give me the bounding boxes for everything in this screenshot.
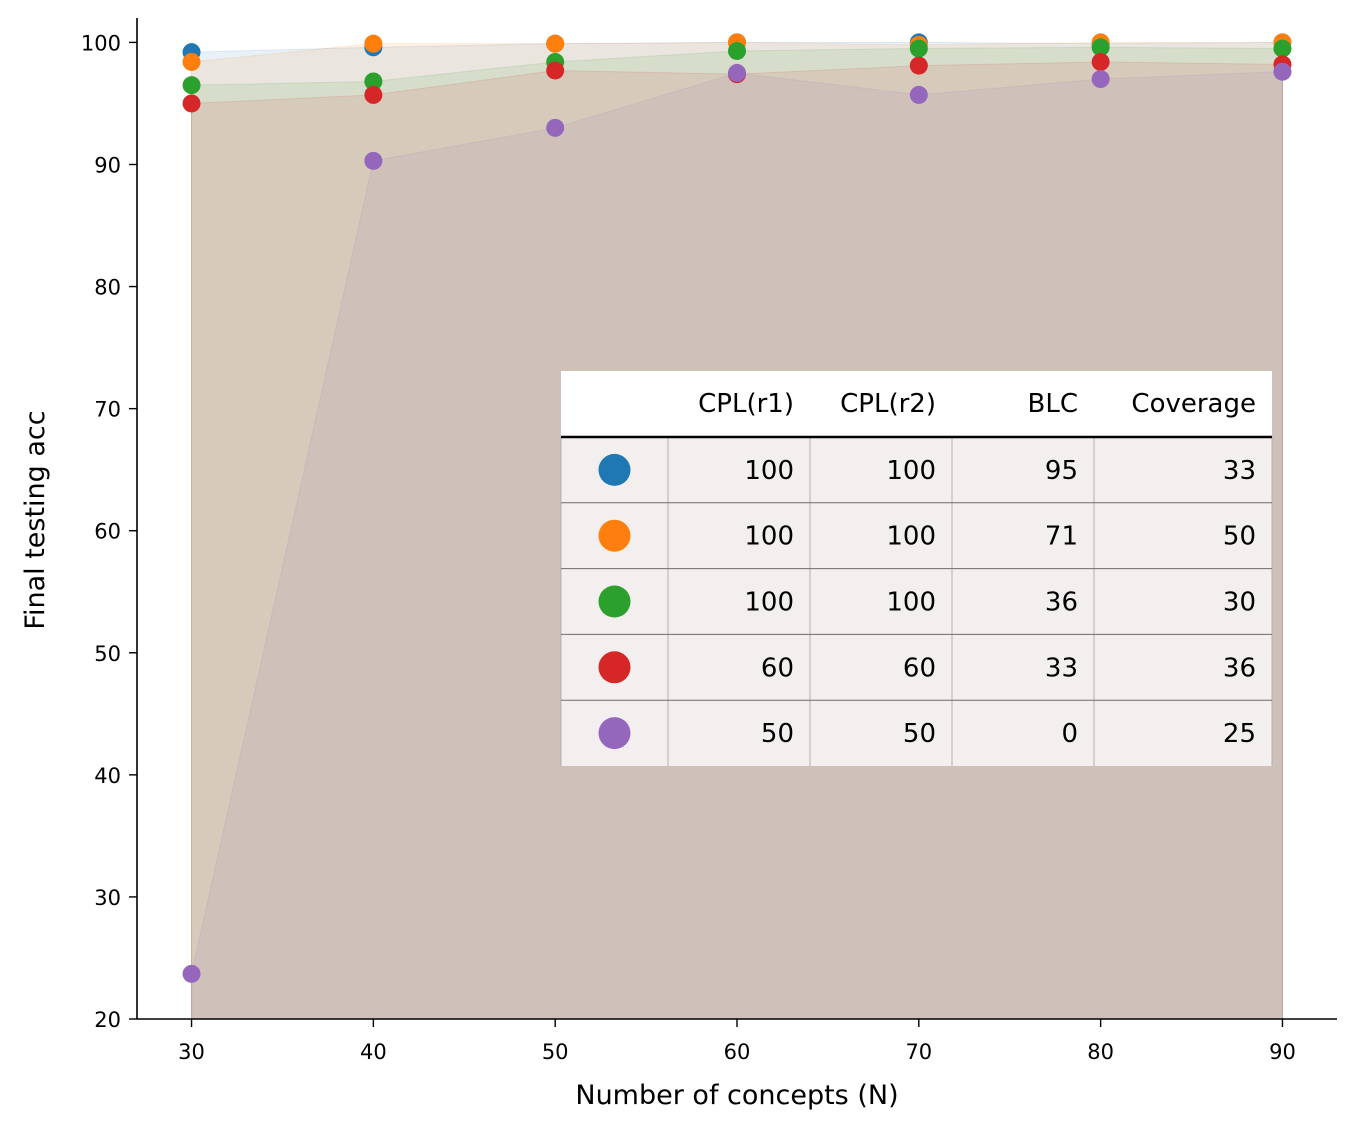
series-4-point [546,61,565,80]
series-5-point [546,118,565,137]
table-header-label: BLC [1028,389,1078,419]
table-header-label: Coverage [1131,389,1256,419]
table-row-marker [598,651,631,684]
table-cell: 95 [1045,456,1078,486]
series-5-point [1273,62,1292,81]
y-tick-label: 80 [94,276,121,300]
x-tick-label: 80 [1087,1040,1114,1064]
y-tick-label: 90 [94,153,121,177]
table-cell: 33 [1223,456,1256,486]
table-body-background [561,437,1272,766]
table-header-label: CPL(r1) [698,389,794,419]
y-tick-label: 70 [94,398,121,422]
table-cell: 71 [1045,522,1078,552]
table-cell: 100 [886,588,936,618]
series-4-point [182,94,201,113]
series-3-point [728,41,746,60]
x-tick-label: 70 [905,1040,932,1064]
table-cell: 100 [886,522,936,552]
series-3-point [364,72,383,91]
x-tick-label: 60 [724,1040,751,1064]
table-cell: 100 [744,456,794,486]
table-row-marker [598,453,631,486]
table-cell: 50 [903,719,936,749]
table-cell: 25 [1223,719,1256,749]
y-axis-title: Final testing acc [20,410,51,629]
table-header-background [561,371,1272,437]
x-tick-label: 90 [1269,1040,1296,1064]
table-cell: 100 [886,456,936,486]
table-cell: 0 [1061,719,1078,749]
table-cell: 36 [1045,588,1078,618]
data-points [182,33,1292,983]
series-5-point [728,63,746,82]
table-cell: 100 [744,522,794,552]
y-tick-label: 60 [94,520,121,544]
x-axis-title: Number of concepts (N) [575,1080,898,1111]
x-tick-label: 30 [178,1040,205,1064]
table-cell: 60 [903,653,936,683]
series-3-point [1273,39,1292,58]
x-tick-label: 40 [360,1040,387,1064]
series-3-point [909,39,928,58]
series-2-point [364,34,383,53]
table-row-marker [598,519,631,552]
series-3-point [182,76,201,95]
table-cell: 60 [761,653,794,683]
table-cell: 36 [1223,653,1256,683]
y-tick-label: 50 [94,642,121,666]
y-tick-label: 20 [94,1008,121,1032]
axes: 30 40 50 60 70 80 90 20 30 40 50 60 70 80 90 100 [81,18,1337,1064]
series-2-point [546,34,565,53]
embedded-table: CPL(r1) CPL(r2) BLC Coverage 100 100 95 33 100 10… [560,371,1273,766]
table-header-label: CPL(r2) [840,389,936,419]
table-cell: 30 [1223,588,1256,618]
table-cell: 50 [1223,522,1256,552]
table-row-marker [598,585,631,618]
y-tick-label: 30 [94,886,121,910]
series-4-point [909,56,928,75]
series-5-point [364,151,383,170]
y-tick-label: 100 [81,31,121,55]
series-5-point [909,85,928,104]
series-2-point [182,52,201,71]
series-3-point [1091,38,1110,57]
x-tick-label: 50 [542,1040,569,1064]
table-cell: 50 [761,719,794,749]
y-tick-label: 40 [94,764,121,788]
series-4-point [364,85,383,104]
series-5-point [1091,70,1110,89]
series-4-point [1091,52,1110,71]
series-5-point [182,964,201,983]
table-cell: 100 [744,588,794,618]
table-cell: 33 [1045,653,1078,683]
table-row-marker [598,717,631,750]
